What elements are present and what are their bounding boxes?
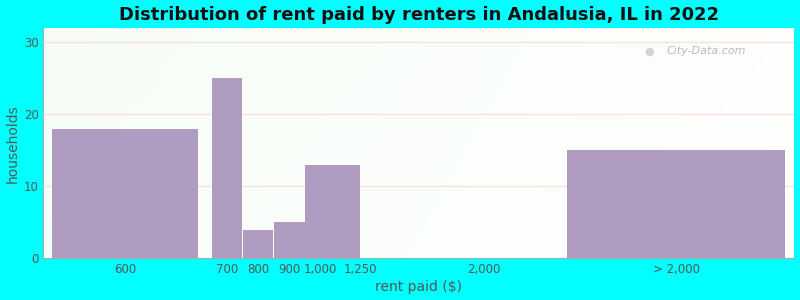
Bar (567, 150, 785, 258)
X-axis label: rent paid ($): rent paid ($) (375, 280, 462, 294)
Text: ●: ● (644, 46, 654, 56)
Y-axis label: households: households (6, 104, 19, 182)
Bar (212, 78, 242, 258)
Bar (274, 222, 305, 258)
Bar (242, 230, 274, 258)
Bar (52, 129, 198, 258)
Text: City-Data.com: City-Data.com (666, 46, 746, 56)
Title: Distribution of rent paid by renters in Andalusia, IL in 2022: Distribution of rent paid by renters in … (119, 6, 719, 24)
Bar (305, 165, 360, 258)
